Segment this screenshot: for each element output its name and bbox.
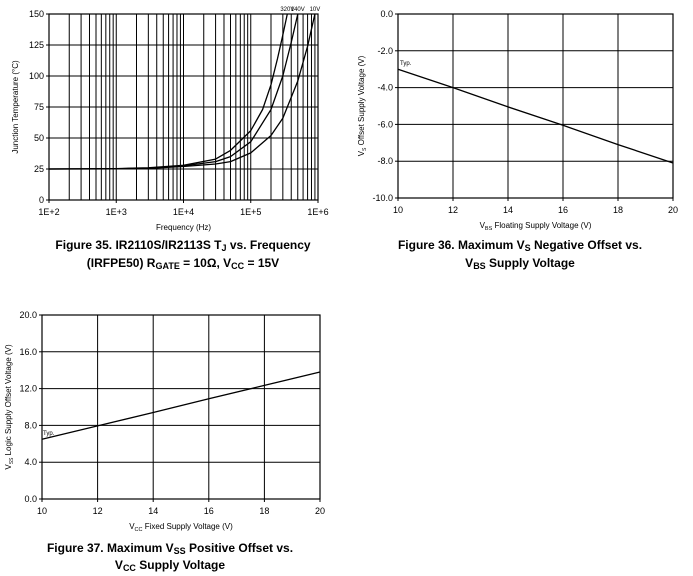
subscript: J <box>222 243 227 253</box>
text-segment: Negative Offset vs. <box>531 238 642 252</box>
y-axis-label: VS Offset Supply Voltage (V) <box>357 55 368 156</box>
x-tick-label: 1E+3 <box>106 207 127 217</box>
text-segment: Logic Supply Offset Voltage (V) <box>4 344 13 458</box>
text-segment: V <box>115 558 123 572</box>
y-tick-label: 125 <box>29 40 44 50</box>
y-tick-label: -6.0 <box>377 119 393 129</box>
text-segment: V <box>480 221 486 230</box>
series-label: 140V <box>291 7 305 13</box>
y-tick-label: 75 <box>34 102 44 112</box>
y-tick-label: 0.0 <box>380 9 393 19</box>
subscript: BS <box>485 226 493 232</box>
y-tick-label: 20.0 <box>19 310 37 320</box>
series-line-typ <box>397 68 674 164</box>
text-segment: V <box>4 464 13 470</box>
series-line-typ <box>41 371 321 440</box>
y-tick-label: 8.0 <box>24 420 37 430</box>
x-tick-label: 16 <box>558 205 568 215</box>
text-segment: Floating Supply Voltage (V) <box>492 221 592 230</box>
x-tick-label: 20 <box>315 506 325 516</box>
y-tick-label: 4.0 <box>24 457 37 467</box>
text-segment: Figure 36. Maximum V <box>398 238 525 252</box>
typ-annotation: Typ. <box>400 61 412 67</box>
y-tick-label: 150 <box>29 9 44 19</box>
x-tick-label: 12 <box>448 205 458 215</box>
text-segment: Figure 35. IR2110S/IR2113S T <box>55 238 222 252</box>
text-segment: Frequency (Hz) <box>156 223 211 232</box>
x-tick-label: 16 <box>204 506 214 516</box>
y-tick-label: 0 <box>39 195 44 205</box>
y-tick-label: 12.0 <box>19 384 37 394</box>
typ-annotation: Typ. <box>43 431 55 437</box>
y-tick-label: -10.0 <box>372 193 393 203</box>
text-segment: Fixed Supply Voltage (V) <box>143 522 234 531</box>
subscript: SS <box>9 457 15 464</box>
text-segment: vs. Frequency <box>227 238 311 252</box>
subscript: S <box>525 243 531 253</box>
x-axis-label: VBS Floating Supply Voltage (V) <box>480 221 592 232</box>
figure-caption-line: Figure 36. Maximum VS Negative Offset vs… <box>398 238 642 253</box>
chart-fig35: 1E+2 1E+3 1E+4 1E+5 1E+6 0 25 50 75 100 125 150 Freq… <box>11 7 329 271</box>
text-segment: Positive Offset vs. <box>186 541 293 555</box>
x-tick-label: 18 <box>613 205 623 215</box>
x-tick-label: 1E+2 <box>38 207 59 217</box>
figure-caption-line: Figure 35. IR2110S/IR2113S TJ vs. Freque… <box>55 238 310 253</box>
text-segment: V <box>129 522 135 531</box>
y-tick-label: -8.0 <box>377 156 393 166</box>
y-tick-label: 100 <box>29 71 44 81</box>
subscript: S <box>362 147 368 151</box>
y-tick-label: 25 <box>34 164 44 174</box>
text-segment: (IRFPE50) R <box>87 256 156 270</box>
y-tick-label: 0.0 <box>24 494 37 504</box>
y-tick-label: 16.0 <box>19 347 37 357</box>
text-segment: = 15V <box>244 256 279 270</box>
x-tick-label: 14 <box>503 205 513 215</box>
subscript: CC <box>123 563 136 573</box>
series-label: 320V <box>280 7 294 13</box>
x-tick-label: 10 <box>37 506 47 516</box>
x-tick-label: 10 <box>393 205 403 215</box>
chart-fig36: 10 12 14 16 18 20 -10.0 -8.0 -6.0 -4.0 -2.0 0.0 VBS … <box>357 9 678 271</box>
x-axis-label: Frequency (Hz) <box>156 223 211 232</box>
x-tick-label: 14 <box>148 506 158 516</box>
plot-frame <box>41 314 321 500</box>
y-tick-label: 50 <box>34 133 44 143</box>
subscript: GATE <box>155 261 179 271</box>
y-tick-label: -4.0 <box>377 83 393 93</box>
y-axis-label: VSS Logic Supply Offset Voltage (V) <box>4 344 15 470</box>
y-tick-label: -2.0 <box>377 46 393 56</box>
subscript: SS <box>174 546 186 556</box>
subscript: CC <box>231 261 244 271</box>
x-tick-label: 18 <box>259 506 269 516</box>
series-line-10v <box>48 13 316 170</box>
y-axis-label: Junction Temperature (°C) <box>11 60 20 154</box>
text-segment: V <box>465 256 473 270</box>
figure-caption-line: VCC Supply Voltage <box>115 558 225 573</box>
series-label: 10V <box>310 7 321 13</box>
plot-frame <box>397 13 674 199</box>
x-tick-label: 1E+5 <box>240 207 261 217</box>
subscript: BS <box>473 261 486 271</box>
x-tick-label: 1E+6 <box>307 207 328 217</box>
figure-caption-line: Figure 37. Maximum VSS Positive Offset v… <box>47 541 293 556</box>
text-segment: Supply Voltage <box>486 256 575 270</box>
x-tick-label: 20 <box>668 205 678 215</box>
text-segment: = 10Ω, V <box>180 256 231 270</box>
x-tick-label: 12 <box>93 506 103 516</box>
x-tick-label: 1E+4 <box>173 207 194 217</box>
text-segment: Figure 37. Maximum V <box>47 541 174 555</box>
subscript: CC <box>135 527 143 533</box>
figure-caption-line: (IRFPE50) RGATE = 10Ω, VCC = 15V <box>87 256 279 271</box>
figure-caption-line: VBS Supply Voltage <box>465 256 575 271</box>
text-segment: V <box>357 150 366 156</box>
text-segment: Junction Temperature (°C) <box>11 60 20 154</box>
x-axis-label: VCC Fixed Supply Voltage (V) <box>129 522 233 533</box>
text-segment: Supply Voltage <box>136 558 225 572</box>
text-segment: Offset Supply Voltage (V) <box>357 55 366 147</box>
